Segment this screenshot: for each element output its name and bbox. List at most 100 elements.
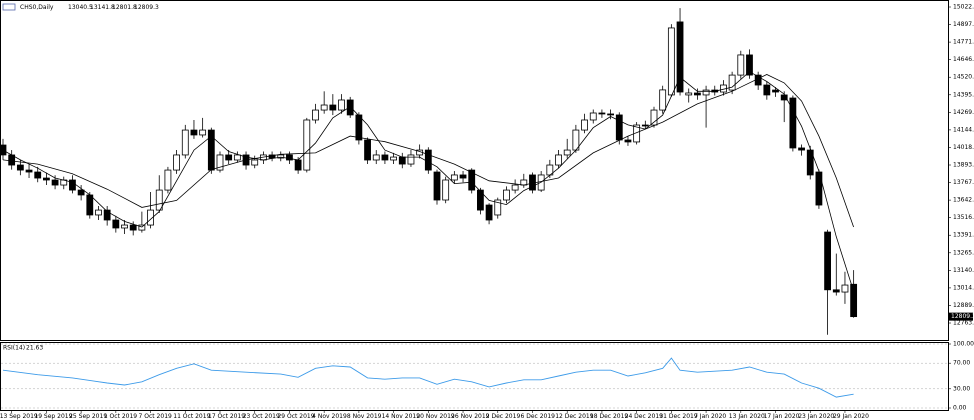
candle-body — [806, 149, 814, 176]
candle-body — [685, 92, 693, 96]
candle-body — [51, 179, 59, 186]
candle-body — [650, 109, 658, 126]
candle-body — [43, 177, 50, 181]
candle-body — [381, 154, 389, 161]
x-tick-label: 31 Dec 2019 — [659, 413, 698, 420]
candle-body — [468, 169, 476, 191]
candle-body — [615, 114, 623, 141]
x-tick-label: 26 Nov 2019 — [451, 413, 490, 420]
y-tick-label: 13642.2 — [953, 197, 974, 204]
candle-body — [832, 289, 840, 293]
candle-body — [16, 164, 24, 171]
candle-body — [624, 139, 632, 143]
candle-body — [312, 109, 319, 121]
x-tick-label: 23 Jan 2020 — [798, 413, 834, 420]
candle-body — [320, 104, 328, 111]
x-tick-label: 20 Nov 2019 — [416, 413, 455, 420]
y-tick-label: 0.00 — [953, 405, 967, 412]
candle-body — [121, 224, 128, 229]
candle-body — [694, 92, 701, 96]
candle-body — [86, 194, 94, 216]
x-tick-label: 19 Sep 2019 — [34, 413, 72, 420]
candle-body — [433, 171, 441, 201]
candle-body — [173, 154, 181, 171]
rsi-title: RSI(14) — [3, 345, 25, 352]
y-tick-label: 13893.2 — [953, 162, 974, 169]
candle-body — [372, 154, 380, 161]
y-tick-label: 13140.2 — [953, 267, 974, 274]
x-tick-label: 7 Oct 2019 — [139, 413, 172, 420]
x-tick-label: 12 Dec 2019 — [555, 413, 594, 420]
candle-body — [216, 154, 224, 171]
y-tick-label: 14646.2 — [953, 56, 974, 63]
x-tick-label: 14 Nov 2019 — [382, 413, 421, 420]
candle-body — [503, 189, 510, 201]
candle-body — [286, 154, 293, 161]
candle-body — [607, 113, 614, 116]
candle-body — [294, 159, 302, 171]
candle-body — [702, 89, 710, 96]
x-tick-label: 23 Oct 2019 — [243, 413, 280, 420]
x-tick-label: 18 Dec 2019 — [590, 413, 629, 420]
candle-body — [251, 159, 259, 166]
candle-body — [329, 104, 337, 111]
x-tick-label: 6 Dec 2019 — [520, 413, 555, 420]
price-tag-label: 12809.3 — [951, 313, 974, 320]
candle-body — [780, 94, 788, 101]
candle-body — [589, 112, 597, 121]
moving-average-line — [2, 74, 854, 228]
y-tick-label: 70.00 — [953, 360, 970, 367]
x-tick-label: 17 Jan 2020 — [764, 413, 800, 420]
candle-body — [103, 209, 111, 221]
candle-body — [199, 129, 207, 136]
candle-body — [355, 114, 363, 141]
candle-body — [728, 74, 736, 91]
y-tick-label: 13265.7 — [953, 249, 974, 256]
y-tick-label: 14395.2 — [953, 91, 974, 98]
open-value: 13040.5 — [68, 4, 93, 11]
low-value: 12801.8 — [112, 4, 137, 11]
x-tick-label: 8 Nov 2019 — [347, 413, 382, 420]
rsi-line — [2, 357, 854, 398]
candle-body — [225, 154, 233, 161]
candle-body — [390, 156, 398, 161]
x-tick-label: 2 Dec 2019 — [486, 413, 521, 420]
candle-body — [181, 129, 189, 156]
candle-body — [737, 54, 745, 76]
candle-body — [772, 89, 779, 93]
candle-body — [667, 27, 675, 96]
candle-body — [459, 174, 467, 179]
x-tick-label: 13 Sep 2019 — [0, 413, 38, 420]
x-tick-label: 1 Oct 2019 — [104, 413, 137, 420]
candle-body — [346, 99, 354, 116]
candle-body — [511, 184, 519, 191]
candle-body — [676, 21, 684, 93]
candle-body — [563, 149, 571, 156]
candle-body — [233, 154, 241, 161]
candle-body — [746, 54, 753, 76]
candle-body — [129, 224, 137, 231]
candle-body — [277, 154, 285, 159]
candle-body — [338, 99, 345, 111]
candle-body — [815, 171, 823, 206]
x-tick-label: 17 Oct 2019 — [208, 413, 245, 420]
candle-body — [581, 119, 588, 131]
y-tick-label: 14269.7 — [953, 109, 974, 116]
high-value: 13141.8 — [90, 4, 115, 11]
candle-body — [424, 149, 432, 171]
symbol-icon — [2, 3, 16, 11]
candle-body — [850, 283, 858, 318]
candle-body — [598, 112, 606, 115]
candle-body — [442, 179, 450, 201]
y-tick-label: 14144.2 — [953, 126, 974, 133]
y-tick-label: 13767.7 — [953, 179, 974, 186]
candle-body — [476, 189, 484, 211]
y-tick-label: 13391.2 — [953, 232, 974, 239]
candle-body — [147, 209, 154, 226]
y-tick-label: 13516.7 — [953, 214, 974, 221]
y-tick-label: 14018.7 — [953, 144, 974, 151]
price-tag — [949, 312, 973, 321]
y-tick-label: 100.00 — [953, 341, 974, 348]
candle-body — [25, 169, 33, 173]
